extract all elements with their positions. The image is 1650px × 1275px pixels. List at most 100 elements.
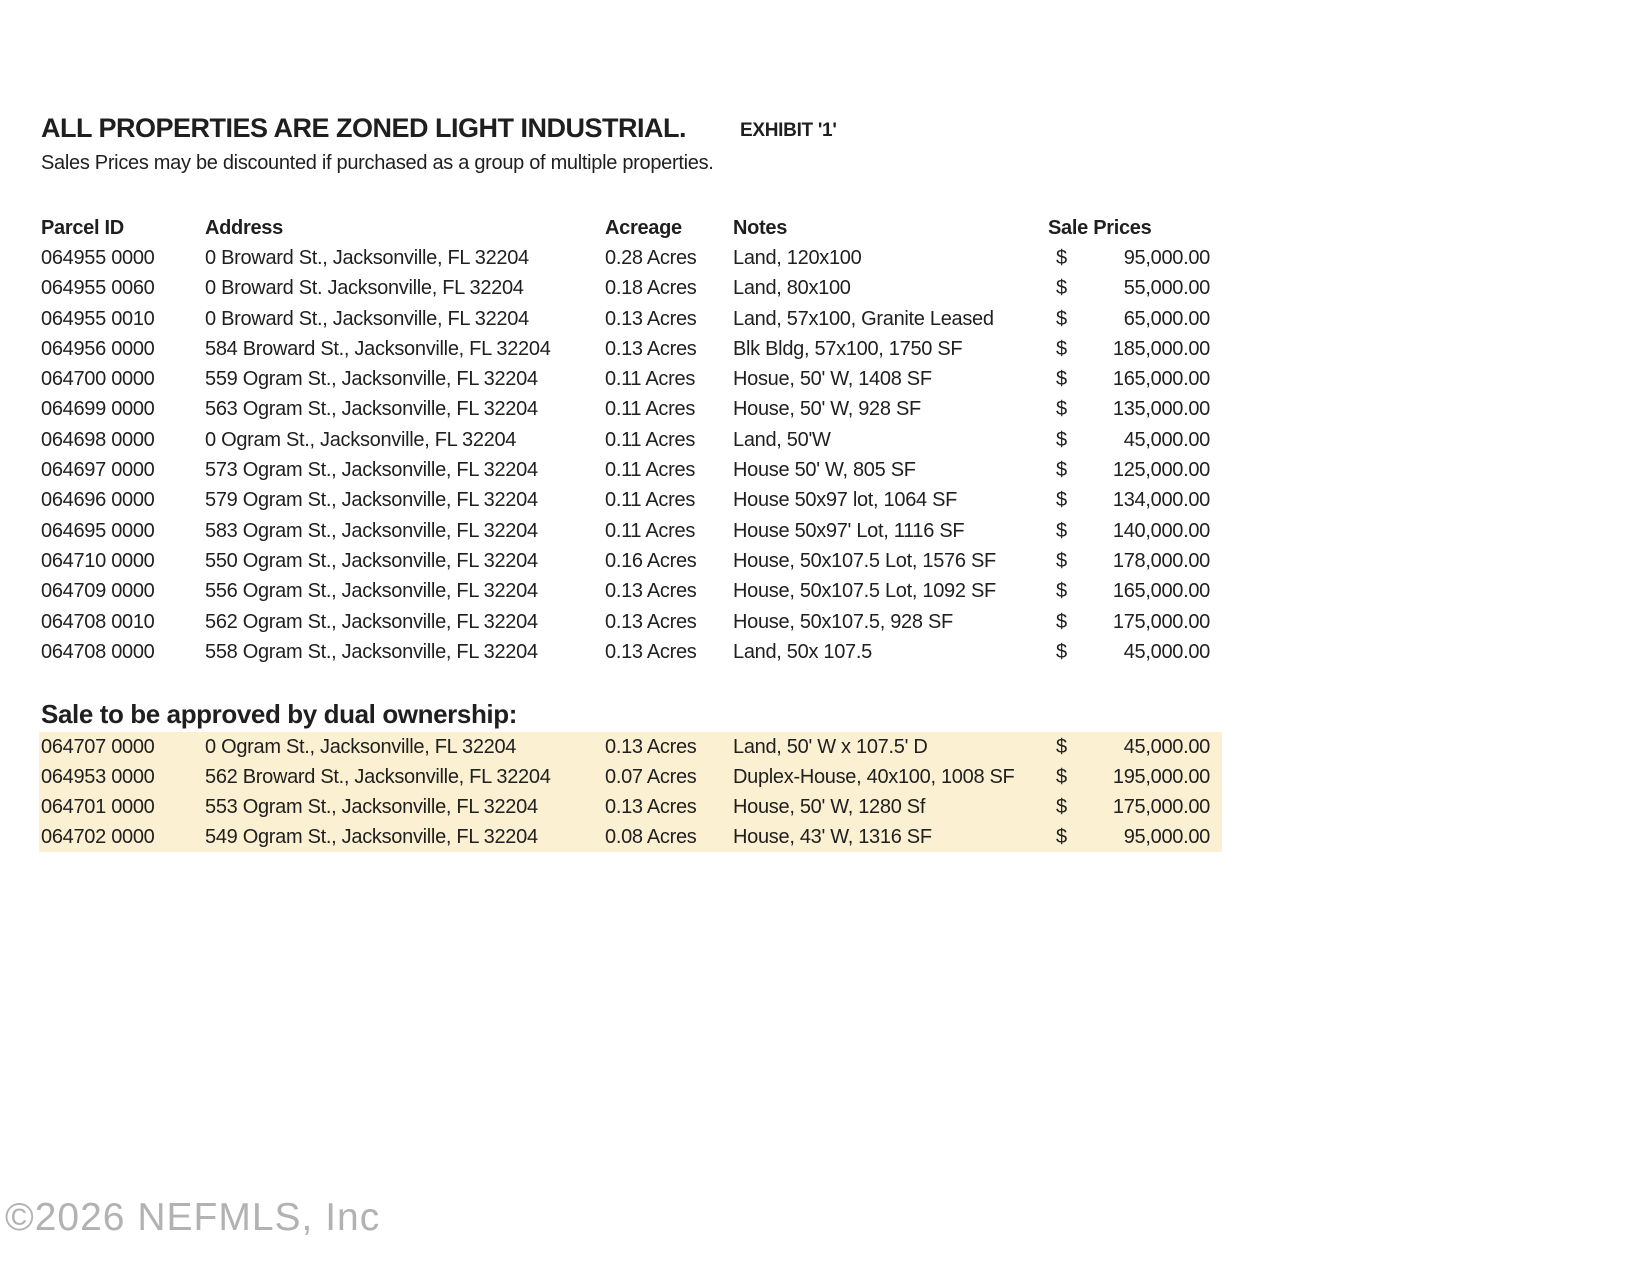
sale-price-cell: 165,000.00	[1112, 580, 1210, 603]
sale-price-cell: 65,000.00	[1123, 307, 1211, 330]
parcel-id-cell: 064707 0000	[41, 736, 155, 758]
address-cell: 583 Ogram St., Jacksonville, FL 32204	[205, 519, 538, 542]
parcel-id-cell: 064695 0000	[41, 519, 155, 542]
parcel-id-cell: 064956 0000	[41, 337, 155, 360]
parcel-id-cell: 064696 0000	[41, 489, 155, 512]
parcel-id-cell: 064701 0000	[41, 796, 155, 818]
notes-cell: Duplex-House, 40x100, 1008 SF	[733, 766, 1015, 788]
address-cell: 562 Broward St., Jacksonville, FL 32204	[205, 766, 551, 788]
table-row: 064953 0000 562 Broward St., Jacksonvill…	[0, 762, 1650, 792]
address-cell: 559 Ogram St., Jacksonville, FL 32204	[205, 368, 538, 391]
sale-price-cell: 45,000.00	[1123, 428, 1211, 451]
table-row: 064955 0010 0 Broward St., Jacksonville,…	[0, 304, 1650, 334]
column-header-sale-prices: Sale Prices	[1048, 217, 1152, 239]
parcel-id-cell: 064698 0000	[41, 428, 155, 451]
sale-price-cell: 45,000.00	[1123, 736, 1211, 758]
notes-cell: House 50x97 lot, 1064 SF	[733, 489, 958, 512]
acreage-cell: 0.13 Acres	[605, 580, 697, 603]
column-header-notes: Notes	[733, 217, 788, 239]
address-cell: 562 Ogram St., Jacksonville, FL 32204	[205, 610, 538, 633]
notes-cell: Land, 120x100	[733, 247, 862, 269]
acreage-cell: 0.13 Acres	[605, 796, 697, 818]
acreage-cell: 0.13 Acres	[605, 640, 697, 663]
acreage-cell: 0.13 Acres	[605, 307, 697, 330]
acreage-cell: 0.11 Acres	[605, 489, 696, 512]
table-row: 064697 0000 573 Ogram St., Jacksonville,…	[0, 455, 1650, 485]
sale-price-cell: 135,000.00	[1112, 398, 1210, 421]
acreage-cell: 0.16 Acres	[605, 549, 697, 572]
table-row: 064956 0000 584 Broward St., Jacksonvill…	[0, 334, 1650, 364]
sale-price-cell: 45,000.00	[1123, 640, 1211, 663]
notes-cell: Blk Bldg, 57x100, 1750 SF	[733, 337, 963, 360]
dual-ownership-heading: Sale to be approved by dual ownership:	[41, 699, 517, 729]
column-header-address: Address	[205, 217, 283, 239]
sale-price-cell: 175,000.00	[1112, 796, 1210, 818]
sale-price-cell: 95,000.00	[1123, 247, 1211, 269]
table-row: 064709 0000 556 Ogram St., Jacksonville,…	[0, 576, 1650, 606]
currency-symbol: $	[1056, 277, 1067, 300]
currency-symbol: $	[1056, 796, 1067, 818]
notes-cell: House, 50' W, 928 SF	[733, 398, 921, 421]
currency-symbol: $	[1056, 459, 1067, 482]
currency-symbol: $	[1056, 368, 1067, 391]
notes-cell: House, 43' W, 1316 SF	[733, 826, 932, 848]
sale-price-cell: 165,000.00	[1112, 368, 1210, 391]
sale-price-cell: 134,000.00	[1112, 489, 1210, 512]
acreage-cell: 0.13 Acres	[605, 337, 697, 360]
notes-cell: Hosue, 50' W, 1408 SF	[733, 368, 932, 391]
parcel-id-cell: 064955 0010	[41, 307, 155, 330]
acreage-cell: 0.11 Acres	[605, 368, 696, 391]
notes-cell: House 50x97' Lot, 1116 SF	[733, 519, 965, 542]
notes-cell: Land, 57x100, Granite Leased	[733, 307, 994, 330]
notes-cell: House, 50x107.5 Lot, 1576 SF	[733, 549, 996, 572]
parcel-id-cell: 064702 0000	[41, 826, 155, 848]
address-cell: 553 Ogram St., Jacksonville, FL 32204	[205, 796, 538, 818]
currency-symbol: $	[1056, 428, 1067, 451]
acreage-cell: 0.13 Acres	[605, 610, 697, 633]
table-row: 064708 0010 562 Ogram St., Jacksonville,…	[0, 607, 1650, 637]
acreage-cell: 0.28 Acres	[605, 247, 697, 269]
address-cell: 584 Broward St., Jacksonville, FL 32204	[205, 337, 551, 360]
notes-cell: House, 50x107.5 Lot, 1092 SF	[733, 580, 996, 603]
sale-price-cell: 185,000.00	[1112, 337, 1210, 360]
parcel-id-cell: 064955 0000	[41, 247, 155, 269]
currency-symbol: $	[1056, 247, 1067, 269]
table-row: 064702 0000 549 Ogram St., Jacksonville,…	[0, 822, 1650, 852]
address-cell: 0 Ogram St., Jacksonville, FL 32204	[205, 736, 517, 758]
currency-symbol: $	[1056, 766, 1067, 788]
parcel-id-cell: 064697 0000	[41, 459, 155, 482]
acreage-cell: 0.11 Acres	[605, 398, 696, 421]
address-cell: 0 Ogram St., Jacksonville, FL 32204	[205, 428, 517, 451]
property-table: 064955 0000 0 Broward St., Jacksonville,…	[0, 243, 1650, 667]
notes-cell: Land, 50'W	[733, 428, 831, 451]
address-cell: 0 Broward St., Jacksonville, FL 32204	[205, 247, 529, 269]
parcel-id-cell: 064709 0000	[41, 580, 155, 603]
table-row: 064695 0000 583 Ogram St., Jacksonville,…	[0, 516, 1650, 546]
acreage-cell: 0.11 Acres	[605, 519, 696, 542]
table-row: 064707 0000 0 Ogram St., Jacksonville, F…	[0, 732, 1650, 762]
sale-price-cell: 55,000.00	[1123, 277, 1211, 300]
notes-cell: Land, 50x 107.5	[733, 640, 872, 663]
parcel-id-cell: 064708 0000	[41, 640, 155, 663]
page-title: ALL PROPERTIES ARE ZONED LIGHT INDUSTRIA…	[41, 113, 687, 143]
parcel-id-cell: 064708 0010	[41, 610, 155, 633]
address-cell: 579 Ogram St., Jacksonville, FL 32204	[205, 489, 538, 512]
watermark: ©2026 NEFMLS, Inc	[5, 1196, 381, 1239]
currency-symbol: $	[1056, 549, 1067, 572]
address-cell: 0 Broward St., Jacksonville, FL 32204	[205, 307, 529, 330]
table-row: 064710 0000 550 Ogram St., Jacksonville,…	[0, 546, 1650, 576]
exhibit-label: EXHIBIT '1'	[740, 120, 837, 141]
parcel-id-cell: 064953 0000	[41, 766, 155, 788]
address-cell: 558 Ogram St., Jacksonville, FL 32204	[205, 640, 538, 663]
acreage-cell: 0.07 Acres	[605, 766, 697, 788]
parcel-id-cell: 064699 0000	[41, 398, 155, 421]
table-row: 064708 0000 558 Ogram St., Jacksonville,…	[0, 637, 1650, 667]
table-row: 064699 0000 563 Ogram St., Jacksonville,…	[0, 394, 1650, 424]
parcel-id-cell: 064700 0000	[41, 368, 155, 391]
subtitle: Sales Prices may be discounted if purcha…	[41, 152, 714, 174]
acreage-cell: 0.08 Acres	[605, 826, 697, 848]
notes-cell: House, 50x107.5, 928 SF	[733, 610, 953, 633]
currency-symbol: $	[1056, 610, 1067, 633]
notes-cell: House 50' W, 805 SF	[733, 459, 916, 482]
